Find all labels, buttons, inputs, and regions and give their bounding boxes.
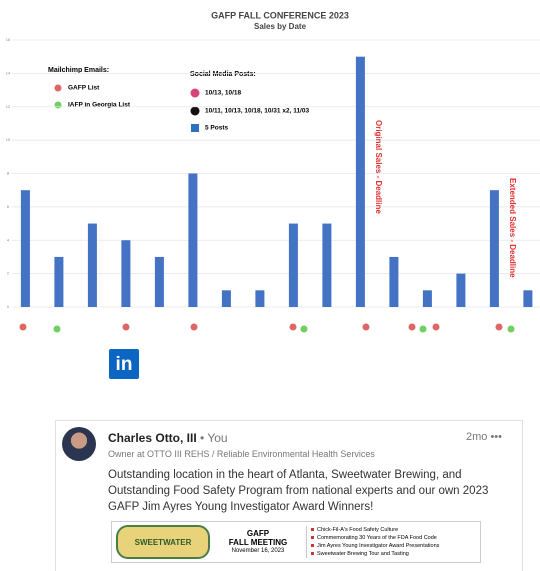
y-tick-label: 10 (6, 137, 11, 142)
y-tick-label: 14 (6, 70, 11, 75)
logo: SWEETWATER (116, 525, 210, 559)
bar (422, 290, 432, 307)
bar (221, 290, 231, 307)
annotation: Extended Sales - Deadline (508, 178, 517, 278)
bar (322, 223, 332, 307)
bar (523, 290, 533, 307)
y-tick-label: 16 (6, 37, 11, 42)
legend-label: GAFP List (68, 85, 100, 92)
post-text: Outstanding location in the heart of Atl… (108, 469, 489, 513)
bar (489, 190, 499, 307)
linkedin-icon (191, 124, 199, 132)
chart-subtitle: Sales by Date (254, 22, 307, 31)
legend-label: IAFP in Georgia List (68, 102, 131, 109)
bar (389, 256, 399, 307)
y-tick-label: 12 (6, 104, 11, 109)
legend-label: 10/13, 10/18 (205, 90, 242, 97)
email-markers (19, 323, 515, 333)
legend-title: Mailchimp Emails: (48, 67, 109, 74)
legend-dot (54, 101, 62, 109)
y-tick-label: 0 (7, 304, 10, 309)
item: Jim Ayres Young Investigator Award Prese… (311, 542, 439, 550)
y-tick-label: 8 (7, 171, 10, 176)
linkedin-post: Charles Otto, III • You Owner at OTTO II… (55, 420, 523, 571)
badge: • You (200, 431, 228, 445)
x-icon (190, 106, 200, 116)
bar (288, 223, 298, 307)
annotation: Original Sales - Deadline (374, 120, 383, 214)
bar (456, 273, 466, 307)
y-tick-label: 6 (7, 204, 10, 209)
legend-label: 5 Posts (205, 125, 229, 132)
event-name: GAFP (246, 528, 270, 538)
bar (255, 290, 265, 307)
chart: GAFP FALL CONFERENCE 2023 Sales by Date … (6, 10, 540, 379)
time-text: 2mo (465, 431, 488, 443)
avatar (62, 427, 96, 461)
linkedin-logo: in (109, 349, 139, 379)
instagram-icon (190, 88, 200, 98)
headline: Owner at OTTO III REHS / Reliable Enviro… (108, 449, 375, 459)
bar (154, 256, 164, 307)
item: Chick-Fil-A's Food Safety Culture (311, 526, 439, 534)
y-tick-label: 4 (7, 237, 10, 242)
event-date: November 16, 2023 (231, 547, 285, 554)
author[interactable]: Charles Otto, III • You (108, 431, 228, 445)
item: Sweetwater Brewing Tour and Tasting (311, 550, 439, 558)
bar (87, 223, 97, 307)
bar (121, 240, 131, 307)
legend-label: 10/11, 10/13, 10/18, 10/31 x2, 11/03 (205, 108, 309, 115)
post-image[interactable]: SWEETWATER GAFP FALL MEETING November 16, … (111, 521, 481, 563)
bar (20, 190, 30, 307)
items: Chick-Fil-A's Food Safety Culture Commemo… (306, 526, 439, 558)
bar (54, 256, 64, 307)
legend-dot (54, 84, 62, 92)
y-tick-label: 2 (7, 271, 10, 276)
bar (355, 56, 365, 307)
chart-title: GAFP FALL CONFERENCE 2023 (211, 10, 349, 20)
bar (188, 173, 198, 307)
legend-title: Social Media Posts: (190, 71, 256, 78)
item: Commemorating 30 Years of the FDA Food C… (311, 534, 439, 542)
event-sub: FALL MEETING (228, 537, 288, 547)
author-name[interactable]: Charles Otto, III (108, 431, 197, 445)
event: GAFP FALL MEETING November 16, 2023 (218, 529, 298, 556)
svg-text:in: in (116, 354, 133, 375)
time: 2mo ••• (465, 431, 502, 443)
